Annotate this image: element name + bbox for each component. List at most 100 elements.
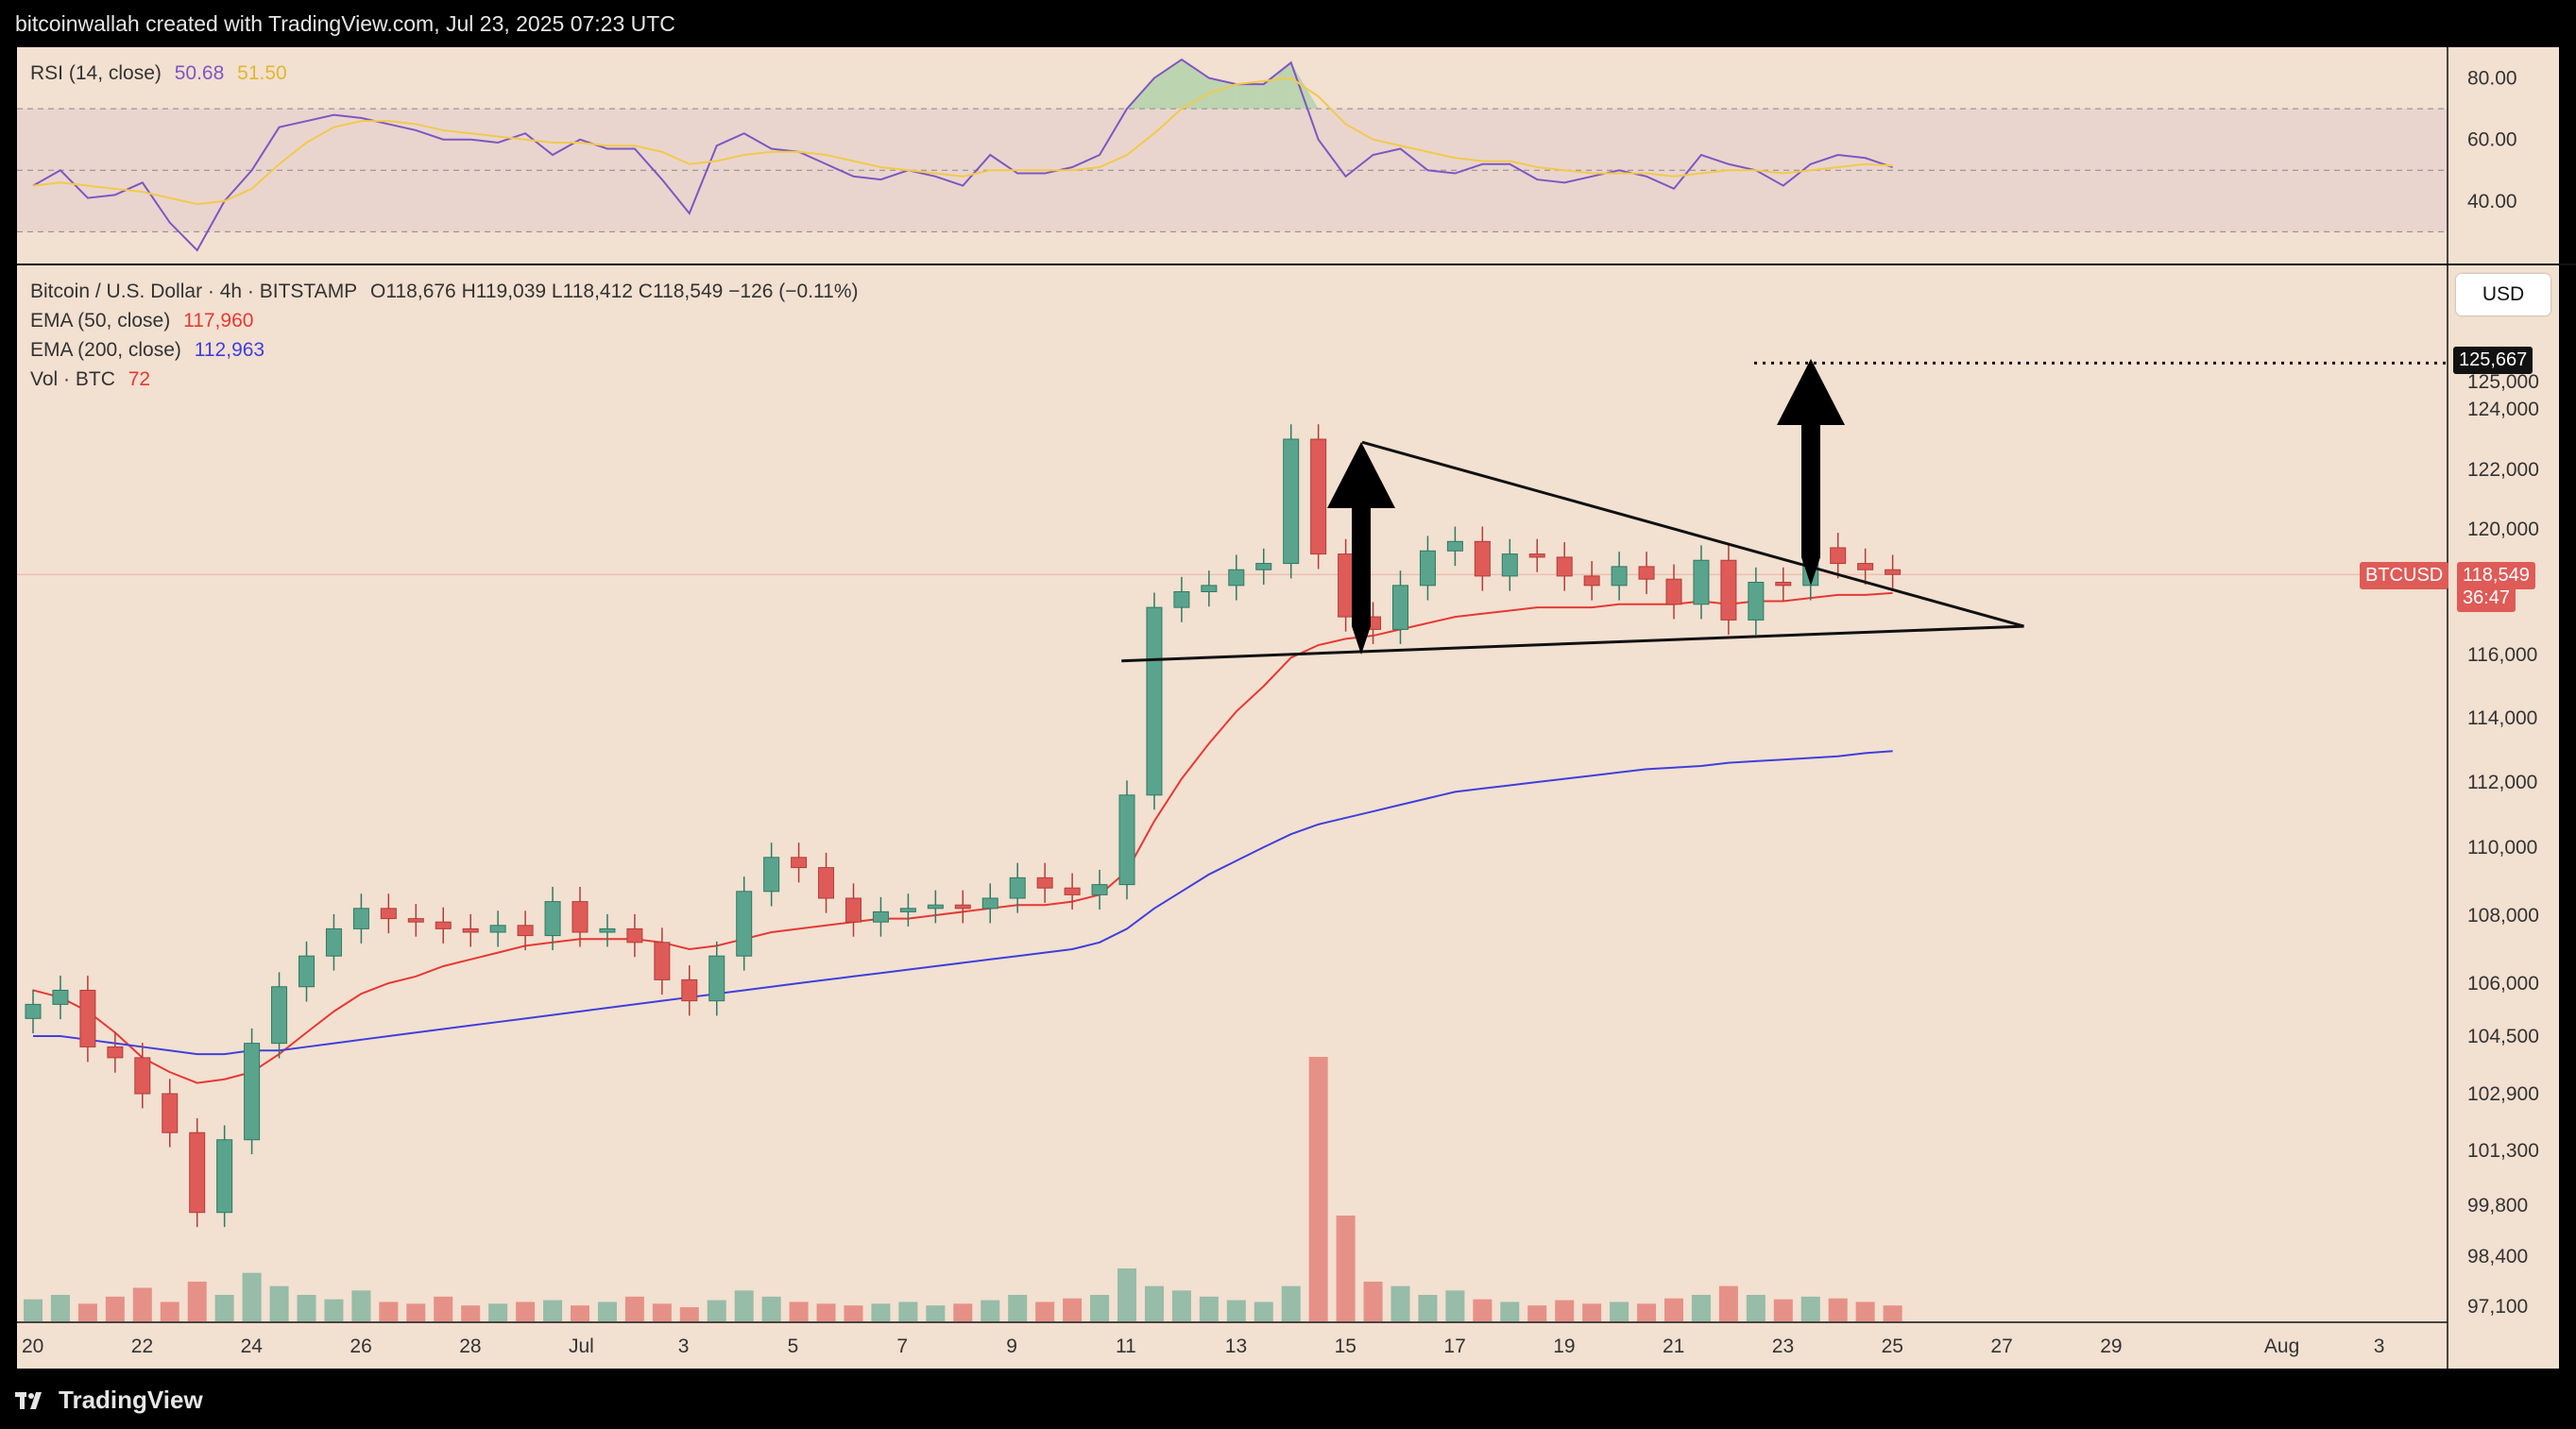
candle-down <box>1665 578 1682 605</box>
candle-up <box>489 925 506 933</box>
candle-up <box>244 1043 261 1141</box>
candle-up <box>708 955 725 1002</box>
volume-bar <box>297 1295 316 1321</box>
rsi-legend-value: 50.68 <box>174 62 225 84</box>
volume-bar <box>1363 1282 1383 1321</box>
price-tick-label: 110,000 <box>2467 837 2537 859</box>
volume-bar <box>50 1295 70 1321</box>
candle-down <box>134 1057 151 1095</box>
rsi-legend-name: RSI (14, close) <box>30 62 162 84</box>
volume-bar <box>1582 1303 1602 1321</box>
ema200-value: 112,963 <box>194 339 265 361</box>
candle-up <box>981 897 998 910</box>
up-arrow-target <box>1777 359 1845 586</box>
time-tick-label: 21 <box>1663 1335 1684 1357</box>
candle-up <box>1283 438 1300 565</box>
candle-up <box>1173 591 1190 608</box>
ema200-line <box>33 750 1893 1056</box>
volume-bar <box>571 1305 589 1321</box>
volume-bar <box>597 1301 617 1321</box>
volume-bar <box>1883 1305 1902 1321</box>
volume-bar <box>953 1303 973 1321</box>
candle-down <box>107 1046 124 1059</box>
volume-label: Vol · BTC <box>30 368 115 390</box>
candle-up <box>1419 550 1436 587</box>
candle-up <box>1693 559 1710 605</box>
candle-up <box>544 901 561 937</box>
time-tick-label: 26 <box>350 1335 371 1357</box>
time-tick-label: 27 <box>1990 1335 2012 1357</box>
rsi-band-fill <box>17 109 2448 232</box>
price-tick-label: 108,000 <box>2467 905 2539 927</box>
up-arrow-prior-breakout <box>1327 442 1395 655</box>
candle-down <box>1775 582 1792 587</box>
candle-up <box>1392 585 1408 630</box>
chart-plot-area[interactable] <box>17 47 2448 1369</box>
price-tick-label: 114,000 <box>2467 707 2537 729</box>
candle-down <box>954 904 971 910</box>
attribution-text: bitcoinwallah created with TradingView.c… <box>15 11 675 36</box>
volume-bar <box>761 1296 781 1321</box>
candle-down <box>517 925 534 937</box>
bottom-bar: TradingView <box>0 1369 2576 1429</box>
rsi-overbought-fill <box>1236 84 1264 110</box>
candle-up <box>352 908 369 929</box>
rsi-legend[interactable]: RSI (14, close) 50.68 51.50 <box>30 62 295 85</box>
volume-bar <box>1773 1299 1793 1321</box>
time-tick-label: 24 <box>241 1335 264 1357</box>
candle-up <box>1118 794 1135 886</box>
candle-down <box>462 927 479 933</box>
time-tick-label: 20 <box>22 1335 43 1357</box>
ema200-legend[interactable]: EMA (200, close) 112,963 <box>30 339 272 362</box>
price-tick-label: 116,000 <box>2467 644 2537 666</box>
tradingview-brand[interactable]: TradingView <box>15 1386 203 1415</box>
time-tick-label: 29 <box>2100 1335 2122 1357</box>
volume-bar <box>624 1296 644 1321</box>
symbol-description: Bitcoin / U.S. Dollar · 4h · BITSTAMP <box>30 281 358 302</box>
candle-down <box>1638 566 1655 580</box>
countdown-tag: 36:47 <box>2457 585 2516 612</box>
volume-bar <box>1418 1295 1438 1321</box>
volume-bar <box>488 1303 508 1321</box>
candle-up <box>1501 553 1518 577</box>
price-legend-symbol[interactable]: Bitcoin / U.S. Dollar · 4h · BITSTAMP O1… <box>30 281 866 303</box>
volume-legend[interactable]: Vol · BTC 72 <box>30 368 158 391</box>
volume-bar <box>105 1296 125 1321</box>
volume-bar <box>24 1299 43 1321</box>
volume-bar <box>816 1303 836 1321</box>
rsi-overbought-fill <box>1153 60 1182 110</box>
volume-bar <box>679 1307 699 1321</box>
candle-down <box>1556 556 1573 577</box>
ohlc-values: O118,676 H119,039 L118,412 C118,549 −126… <box>370 281 859 302</box>
rsi-overbought-fill <box>1263 62 1291 110</box>
candle-down <box>654 942 671 980</box>
candle-up <box>1091 884 1108 895</box>
volume-bar <box>1063 1298 1083 1321</box>
brand-name: TradingView <box>59 1386 203 1414</box>
volume-bar <box>242 1272 262 1321</box>
candle-down <box>571 901 589 933</box>
candle-down <box>791 857 808 869</box>
volume-value: 72 <box>128 368 151 390</box>
time-tick-label: 25 <box>1882 1335 1903 1357</box>
rsi-tick-label: 80.00 <box>2467 68 2517 90</box>
volume-bar <box>1144 1285 1164 1321</box>
price-tick-label: 122,000 <box>2467 459 2539 481</box>
volume-bar <box>351 1290 371 1321</box>
rsi-tick-label: 40.00 <box>2467 191 2517 213</box>
ema50-legend[interactable]: EMA (50, close) 117,960 <box>30 310 261 332</box>
candle-down <box>818 867 835 899</box>
candle-up <box>271 986 288 1045</box>
volume-bar <box>1500 1301 1520 1321</box>
candle-up <box>216 1139 233 1214</box>
volume-bar <box>1527 1305 1547 1321</box>
triangle-upper-trendline <box>1361 440 2024 628</box>
candle-up <box>1748 582 1765 621</box>
volume-bar <box>543 1300 563 1321</box>
time-tick-label: 17 <box>1443 1335 1465 1357</box>
candle-up <box>927 904 944 910</box>
price-tick-label: 97,100 <box>2467 1296 2528 1318</box>
price-axis[interactable] <box>2448 47 2559 1369</box>
volume-bar <box>1008 1295 1028 1321</box>
currency-button[interactable]: USD <box>2456 274 2550 315</box>
